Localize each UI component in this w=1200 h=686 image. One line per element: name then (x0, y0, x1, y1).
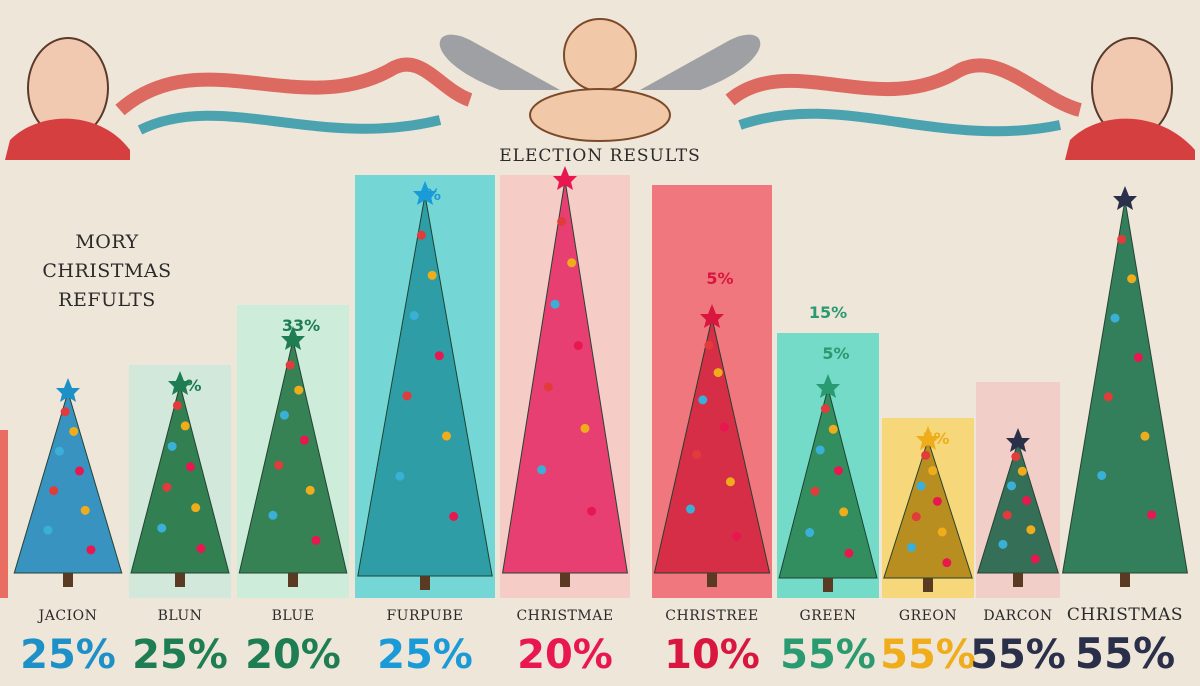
side-title-line-3: REFULTS (58, 289, 156, 311)
category-label-6: GREEN (800, 608, 857, 624)
top-value-label-7: 5% (922, 429, 949, 448)
bar-tree-2 (238, 326, 348, 587)
value-label-4: 20% (517, 632, 613, 678)
category-label-9: CHRISTMAS (1067, 605, 1183, 625)
bar-tree-7 (883, 426, 973, 592)
top-value-labels: 3% 33%% 5% 5% 15% 5% (174, 185, 949, 448)
bar-tree-1 (130, 371, 230, 587)
bar-tree-6 (778, 374, 878, 592)
bar-tree-9 (1062, 186, 1188, 587)
side-title-line-2: CHRISTMAS (42, 260, 172, 282)
category-label-5: CHRISTREE (665, 608, 758, 624)
category-label-3: FURPUBE (386, 608, 463, 624)
top-value-label-5: 5% (706, 269, 733, 288)
value-label-8: 55% (970, 632, 1066, 678)
side-title: MORY CHRISTMAS REFULTS (22, 228, 192, 315)
top-value-label-6: 5% (822, 344, 849, 363)
tree-bars (13, 166, 1188, 592)
secondary-top-label-6: 15% (809, 303, 847, 322)
bar-tree-0 (13, 378, 123, 587)
left-portrait (5, 37, 130, 160)
value-label-6: 55% (780, 632, 876, 678)
category-label-0: JACION (37, 608, 98, 624)
value-label-3: 25% (377, 632, 473, 678)
value-label-0: 25% (20, 632, 116, 678)
top-value-label-3: % (425, 185, 441, 204)
category-label-8: DARCON (983, 608, 1052, 624)
category-label-1: BLUN (158, 608, 203, 624)
value-label-5: 10% (664, 632, 760, 678)
top-value-label-2: 33% (282, 316, 320, 335)
category-labels: JACION BLUN BLUE FURPUBE CHRISTMAE CHRISTREE G… (37, 605, 1183, 625)
value-labels: 25% 25% 20% 25% 20% 10% 55% 55%55% 55% (20, 629, 1175, 678)
bar-tree-5 (653, 304, 771, 587)
bar-tree-4 (502, 166, 628, 587)
value-label-1: 25% (132, 632, 228, 678)
category-label-4: CHRISTMAE (516, 608, 613, 624)
bar-panel-0 (0, 430, 8, 598)
cherub-illustration (439, 18, 761, 142)
category-label-2: BLUE (272, 608, 315, 624)
side-title-line-1: MORY (75, 231, 139, 253)
value-label-7: 55% (880, 632, 976, 678)
right-portrait (1065, 37, 1195, 160)
bar-tree-8 (977, 428, 1059, 587)
value-label-2: 20% (245, 632, 341, 678)
category-label-7: GREON (899, 608, 957, 624)
banner-decoration (115, 57, 1083, 137)
value-label-9: 55% (1075, 629, 1176, 678)
top-value-label-1: 3% (174, 376, 201, 395)
bar-tree-3 (357, 181, 493, 590)
chart-title: ELECTION RESULTS (499, 146, 701, 166)
